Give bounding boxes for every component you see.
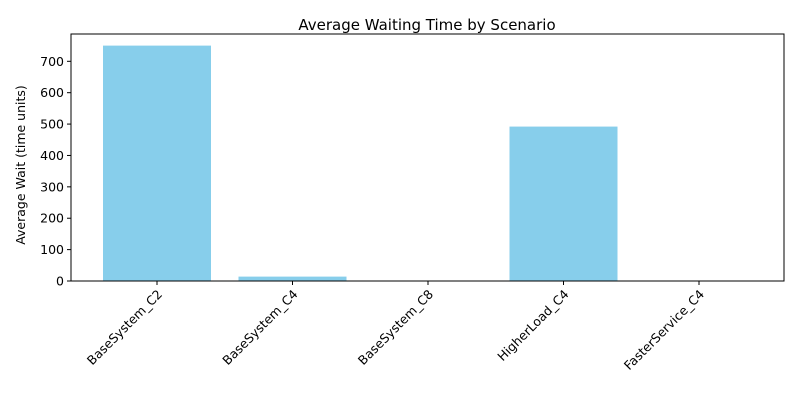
plot-frame — [70, 33, 785, 282]
y-tick-label: 700 — [40, 54, 64, 69]
y-tick-label: 300 — [40, 179, 64, 194]
y-tick-label: 200 — [40, 211, 64, 226]
bar-BaseSystem_C2 — [103, 45, 211, 281]
y-tick-label: 500 — [40, 117, 64, 132]
bar-BaseSystem_C4 — [238, 276, 347, 281]
x-tick-label: FasterService_C4 — [621, 286, 707, 372]
x-tick-label: BaseSystem_C4 — [219, 286, 300, 367]
bars-layer — [103, 45, 753, 281]
y-axis-title: Average Wait (time units) — [13, 85, 28, 245]
y-axis: 0 100 200 300 400 500 600 700 — [40, 54, 71, 289]
x-axis: BaseSystem_C2 BaseSystem_C4 BaseSystem_C8 H… — [84, 281, 707, 373]
y-tick-label: 0 — [56, 274, 64, 289]
y-tick-label: 100 — [40, 242, 64, 257]
x-tick-label: BaseSystem_C8 — [355, 286, 436, 367]
y-tick-label: 400 — [40, 148, 64, 163]
bar-HigherLoad_C4 — [509, 126, 618, 281]
y-tick-label: 600 — [40, 85, 64, 100]
chart-title: Average Waiting Time by Scenario — [298, 16, 555, 34]
x-tick-label: BaseSystem_C2 — [84, 287, 165, 368]
x-tick-label: HigherLoad_C4 — [494, 286, 571, 363]
